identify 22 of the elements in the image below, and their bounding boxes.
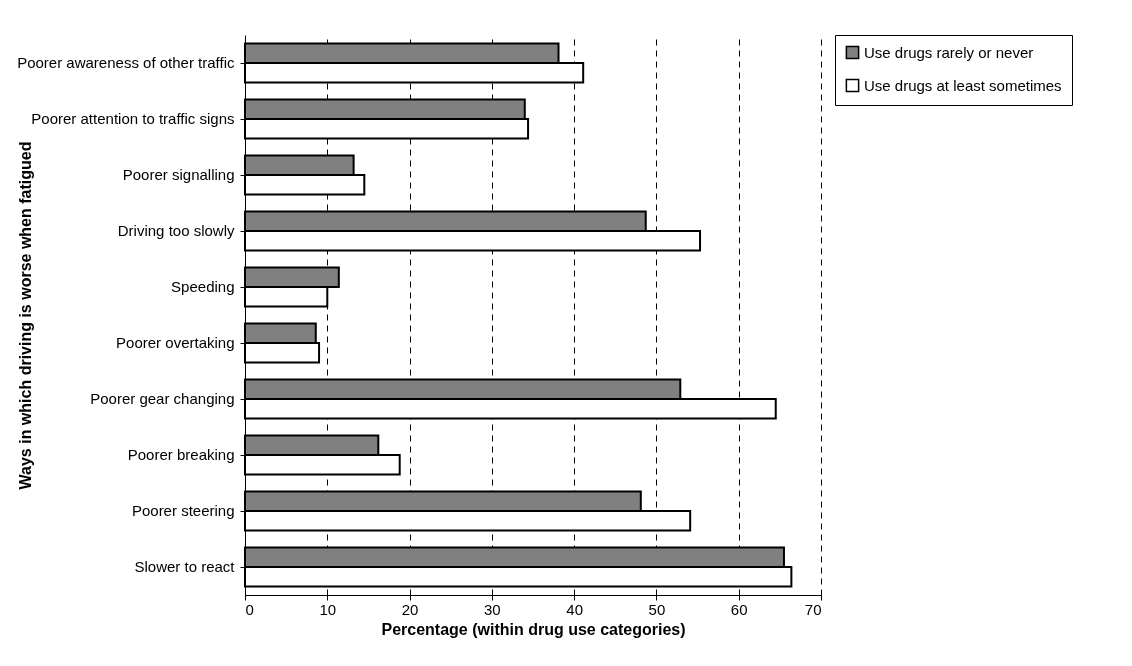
y-tick-label: Poorer gear changing bbox=[90, 390, 235, 407]
y-tick-label: Poorer overtaking bbox=[116, 334, 235, 351]
x-tick-label: 0 bbox=[245, 600, 254, 618]
x-axis-title: Percentage (within drug use categories) bbox=[381, 620, 686, 638]
y-tick-label: Driving too slowly bbox=[117, 222, 235, 239]
x-tick-label: 20 bbox=[401, 600, 419, 618]
x-tick-label: 40 bbox=[566, 600, 583, 618]
x-tick-label: 30 bbox=[484, 600, 501, 618]
y-tick-label: Poorer breaking bbox=[127, 446, 235, 463]
y-tick-label: Poorer steering bbox=[131, 502, 235, 519]
y-tick-label: Poorer signalling bbox=[122, 166, 235, 183]
x-tick-label: 60 bbox=[730, 600, 748, 618]
x-tick-label: 70 bbox=[804, 600, 822, 618]
legend-label: Use drugs at least sometimes bbox=[864, 76, 1062, 94]
y-tick-label: Speeding bbox=[171, 278, 235, 295]
y-axis-title: Ways in which driving is worse when fatigued bbox=[16, 141, 34, 490]
y-tick-label: Poorer attention to traffic signs bbox=[31, 110, 235, 127]
x-tick-label: 50 bbox=[648, 600, 666, 618]
x-tick-label: 10 bbox=[319, 600, 337, 618]
y-tick-label: Poorer awareness of other traffic bbox=[17, 54, 235, 71]
legend-label: Use drugs rarely or never bbox=[864, 43, 1034, 61]
y-tick-label: Slower to react bbox=[134, 558, 236, 575]
